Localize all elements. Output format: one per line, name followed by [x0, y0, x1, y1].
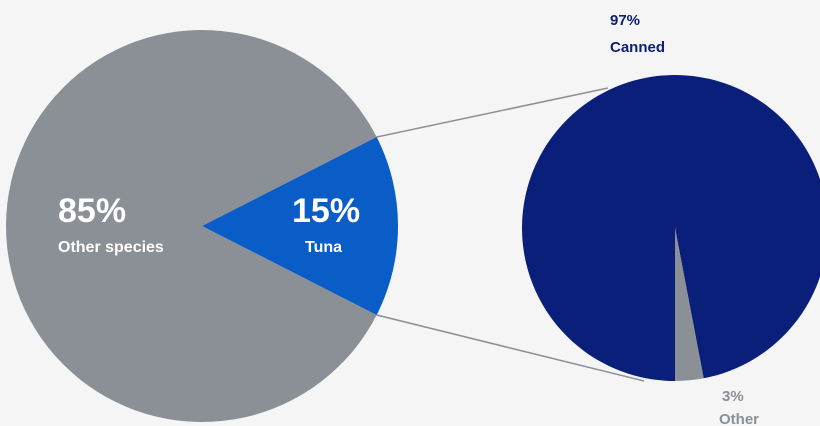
label-canned-name: Canned	[610, 39, 665, 56]
label-other-species-percent: 85%	[58, 192, 126, 230]
pie-slice-tuna	[202, 137, 399, 315]
pie-slice-canned	[522, 75, 820, 381]
label-other-species-name: Other species	[58, 239, 164, 256]
label-tuna-percent: 15%	[292, 192, 360, 230]
label-other-name: Other	[719, 411, 759, 426]
label-tuna-name: Tuna	[305, 239, 342, 256]
main-pie	[6, 30, 399, 423]
connector-line-top	[376, 87, 609, 138]
label-canned-percent: 97%	[610, 12, 640, 29]
breakdown-pie	[522, 75, 820, 381]
connector-line-bottom	[376, 314, 645, 382]
label-other-percent: 3%	[722, 388, 744, 405]
pie-slice-other-species	[6, 30, 377, 423]
pie-slice-other	[675, 228, 704, 381]
